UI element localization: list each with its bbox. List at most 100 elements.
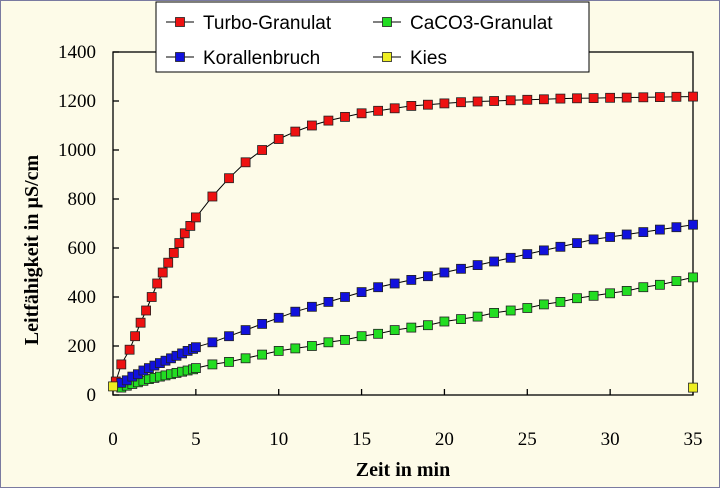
data-point — [572, 293, 582, 304]
data-point — [588, 290, 599, 301]
data-point — [373, 105, 384, 116]
data-point — [389, 325, 400, 336]
y-tick-label: 0 — [87, 385, 97, 406]
data-point — [157, 267, 168, 278]
data-point — [522, 303, 533, 313]
data-point — [671, 276, 682, 287]
data-point — [621, 229, 632, 240]
data-point — [505, 95, 516, 106]
data-point — [422, 271, 433, 282]
data-point — [340, 112, 350, 122]
data-point — [290, 126, 301, 137]
data-point — [572, 238, 582, 249]
y-tick-label: 400 — [68, 287, 97, 308]
series-kies — [108, 381, 698, 393]
data-point — [207, 191, 218, 202]
data-point — [555, 296, 566, 307]
data-point — [655, 279, 665, 290]
legend-label: Korallenbruch — [203, 48, 320, 69]
data-point — [422, 99, 433, 110]
data-point — [356, 287, 367, 298]
data-point — [340, 334, 350, 345]
data-point — [655, 224, 665, 235]
data-point — [152, 278, 163, 289]
legend-item: Korallenbruch — [166, 48, 320, 69]
data-point — [340, 292, 350, 302]
x-tick-label: 10 — [269, 429, 288, 450]
data-point — [489, 96, 500, 106]
data-point — [240, 353, 251, 364]
data-point — [356, 108, 367, 119]
data-point — [472, 311, 483, 322]
data-point — [638, 282, 649, 293]
data-point — [389, 103, 400, 114]
data-point — [489, 256, 500, 267]
data-point — [621, 92, 632, 103]
data-point — [472, 96, 483, 107]
data-point — [621, 285, 632, 296]
data-point — [124, 344, 135, 355]
data-point — [141, 305, 152, 316]
legend-label: Kies — [410, 48, 447, 69]
data-point — [116, 359, 127, 370]
data-point — [539, 94, 549, 105]
data-point — [555, 93, 566, 104]
data-point — [179, 228, 190, 239]
data-point — [306, 341, 317, 351]
data-point — [406, 274, 417, 285]
data-point — [135, 317, 146, 328]
data-point — [224, 331, 234, 342]
data-point — [456, 314, 466, 325]
data-point — [456, 263, 466, 274]
legend-label: CaCO3-Granulat — [410, 13, 553, 34]
data-point — [257, 318, 268, 329]
data-point — [146, 292, 157, 302]
legend-box — [155, 1, 590, 73]
legend: Turbo-Granulat CaCO3-Granulat Korallenbruc… — [155, 1, 590, 73]
series-layer — [108, 91, 698, 393]
legend-marker — [175, 17, 185, 27]
data-point — [539, 245, 549, 256]
data-point — [522, 249, 533, 260]
data-point — [555, 241, 566, 252]
x-tick-label: 15 — [352, 429, 371, 450]
legend-item: CaCO3-Granulat — [373, 13, 553, 34]
y-tick-label: 1000 — [58, 140, 96, 161]
data-point — [439, 316, 450, 327]
legend-marker — [382, 17, 392, 27]
y-axis-label: Leitfähigkeit in µS/cm — [21, 154, 43, 345]
data-point — [389, 278, 400, 289]
data-point — [168, 247, 179, 258]
data-point — [671, 91, 682, 102]
data-point — [185, 220, 196, 231]
data-point — [588, 93, 599, 103]
data-point — [108, 381, 118, 392]
data-point — [207, 337, 218, 348]
data-point — [207, 359, 218, 370]
x-axis: 0 5 10 15 20 25 30 35 — [108, 389, 703, 450]
data-point — [290, 343, 301, 354]
data-point — [605, 92, 615, 103]
data-point — [240, 157, 251, 168]
legend-item: Kies — [373, 48, 447, 69]
data-point — [240, 325, 251, 336]
data-point — [688, 272, 698, 283]
legend-label: Turbo-Granulat — [203, 13, 332, 34]
data-point — [439, 98, 450, 109]
x-axis-label: Zeit in min — [356, 459, 450, 481]
legend-marker — [382, 52, 392, 62]
data-point — [163, 257, 174, 268]
data-point — [688, 382, 698, 393]
x-tick-label: 20 — [435, 429, 454, 450]
data-point — [472, 260, 483, 271]
data-point — [356, 331, 367, 342]
legend-marker — [175, 52, 185, 62]
series-turbo-granulat — [110, 91, 698, 387]
x-tick-label: 30 — [601, 429, 620, 450]
data-point — [539, 299, 549, 310]
data-point — [522, 94, 533, 105]
x-tick-label: 25 — [518, 429, 537, 450]
data-point — [290, 306, 301, 317]
